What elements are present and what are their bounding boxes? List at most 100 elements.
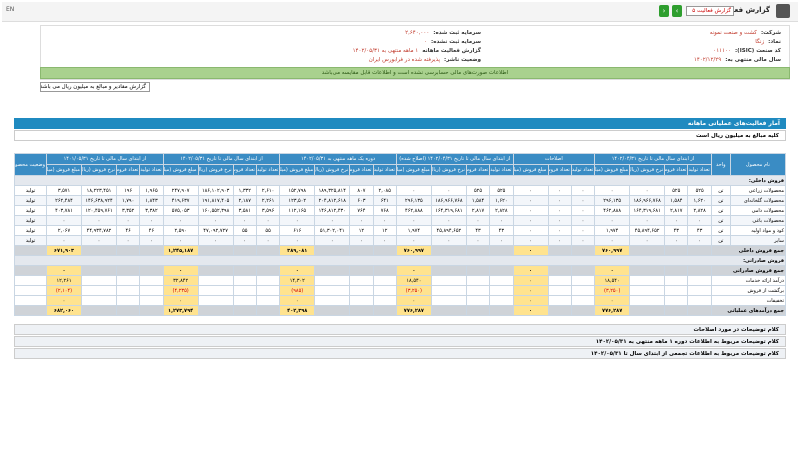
cell: ۲۹۶,۱۳۵: [395, 195, 432, 206]
empty-cell: [465, 265, 491, 276]
amount-cell: ۰: [46, 265, 82, 276]
empty-cell: [139, 285, 164, 296]
report-title: آمار فعالیت‌های عملیاتی ماهانه: [14, 118, 786, 129]
cell: ۵۲۵: [489, 185, 514, 196]
cell: ۳,۳۸۲: [139, 205, 164, 216]
cell: محصولات زراعی: [729, 185, 787, 196]
cell: ۰: [629, 185, 666, 196]
cell: ۱۸۶,۱۰۲,۹۰۳: [197, 185, 234, 196]
cell: ۱,۹۶۵: [139, 185, 164, 196]
sub-header: تعداد فروش: [465, 164, 491, 176]
cell: تن: [710, 195, 731, 206]
info-value: ۰۱۱۱۰۰: [713, 48, 731, 54]
cell: ۰: [570, 235, 596, 246]
cell: محصولات باغی: [729, 215, 787, 226]
row-name: جمع فروش صادراتی: [710, 265, 787, 276]
sub-header: تعداد فروش: [547, 164, 572, 176]
cell: ۰: [46, 235, 82, 246]
amount-cell: ۰: [395, 295, 432, 306]
amount-cell: ۷۶۰,۹۹۷: [395, 245, 432, 256]
amount-cell: ۱۸,۵۴۰: [594, 275, 631, 286]
amount-cell: ۷۷۶,۲۸۷: [594, 305, 631, 316]
scale-select[interactable]: گزارش مقادیر و مبالغ به میلیون ریال می ب…: [40, 82, 150, 92]
group-header: از ابتدای سال مالی تا تاریخ ۱۴۰۱/۰۵/۳۱: [46, 153, 164, 165]
cell: ۶۴۱: [372, 195, 397, 206]
cell: ۰: [664, 215, 689, 226]
cell: ۳,۳۵۲: [115, 205, 141, 216]
empty-cell: [197, 285, 234, 296]
amount-cell: ۴۰۲,۳۹۸: [279, 305, 316, 316]
cell: ۴۳: [465, 225, 491, 236]
cell: ۰: [465, 215, 491, 226]
empty-cell: [547, 305, 572, 316]
amount-cell: ۶۷۱,۹۰۳: [46, 245, 82, 256]
empty-cell: [255, 245, 281, 256]
sub-header: مبلغ فروش (میلیون ریال): [594, 164, 631, 176]
sub-header: تعداد فروش: [349, 164, 374, 176]
amount-cell: ۳۸۹,۰۸۱: [279, 245, 316, 256]
cell: ۱,۹۷۴: [594, 225, 631, 236]
sub-header: تعداد فروش: [664, 164, 689, 176]
empty-cell: [197, 245, 234, 256]
sub-header: تعداد تولید: [687, 164, 712, 176]
amount-cell: (۴,۲۳۵): [162, 285, 199, 296]
cell: ۴۳: [687, 225, 712, 236]
cell: ۵۷۵,۰۵۳: [162, 205, 199, 216]
empty-cell: [372, 245, 397, 256]
cell: تولید: [13, 235, 48, 246]
item-row: محصولات زراعی تن ۵۲۵ ۵۲۵ ۰ ۰ ۰ ۰ ۰ ۵۲۵ ۵۲۵ ۰ ۰ ۲,۰۸۵ ۸…: [13, 185, 787, 196]
empty-cell: [197, 275, 234, 286]
empty-cell: [629, 275, 666, 286]
empty-cell: [372, 295, 397, 306]
empty-cell: [465, 245, 491, 256]
sub-header: تعداد تولید: [570, 164, 596, 176]
info-key: وضعیت ناشر:: [444, 57, 481, 63]
empty-cell: [232, 265, 257, 276]
cell: ۱۴۶,۶۳۸,۹۲۴: [81, 195, 117, 206]
empty-cell: [232, 295, 257, 306]
cell: تولید: [13, 205, 48, 216]
cell: ۰: [395, 215, 432, 226]
cell: ۰: [162, 215, 199, 226]
next-button[interactable]: ›: [672, 5, 682, 17]
empty-cell: [489, 285, 514, 296]
empty-cell: [664, 275, 689, 286]
cell: ۰: [255, 215, 281, 226]
empty-cell: [570, 305, 596, 316]
cell: ۰: [314, 215, 351, 226]
amount-cell: ۰: [279, 265, 316, 276]
cell: ۰: [395, 235, 432, 246]
cell: ۵۵: [232, 225, 257, 236]
info-key: سرمایه ثبت شده:: [433, 30, 481, 36]
cell: ۱۶۴,۳۱۹,۶۸۱: [430, 205, 467, 216]
cell: ۶۰۳: [349, 195, 374, 206]
empty-cell: [13, 305, 48, 316]
empty-cell: [349, 245, 374, 256]
amount-cell: ۰: [395, 265, 432, 276]
cell: ۰: [570, 205, 596, 216]
empty-cell: [629, 245, 666, 256]
empty-cell: [664, 285, 689, 296]
empty-cell: [81, 295, 117, 306]
cell: ۱۲۳,۵۰۲: [279, 195, 316, 206]
prev-button[interactable]: ‹: [659, 5, 669, 17]
amount-cell: ۷۷۶,۲۸۷: [395, 305, 432, 316]
empty-cell: [139, 305, 164, 316]
cell: ۰: [279, 235, 316, 246]
cell: ۷۶۸: [372, 205, 397, 216]
report-select[interactable]: گزارش فعالیت ۵: [686, 6, 734, 16]
cell: ۰: [162, 235, 199, 246]
section-title: فروش صادراتی:: [14, 255, 786, 266]
amount-cell: ۷۶۰,۹۹۷: [594, 245, 631, 256]
cell: ۱۲: [349, 225, 374, 236]
cell: ۰: [372, 235, 397, 246]
amount-cell: ۰: [512, 285, 549, 296]
language-link[interactable]: EN: [6, 6, 15, 13]
amount-cell: ۰: [594, 265, 631, 276]
empty-cell: [115, 295, 141, 306]
cell: ۰: [547, 225, 572, 236]
sub-header: تعداد فروش: [232, 164, 257, 176]
cell: ۳,۵۸۱: [232, 205, 257, 216]
cell: ۲,۸۲۸: [687, 205, 712, 216]
empty-cell: [139, 265, 164, 276]
